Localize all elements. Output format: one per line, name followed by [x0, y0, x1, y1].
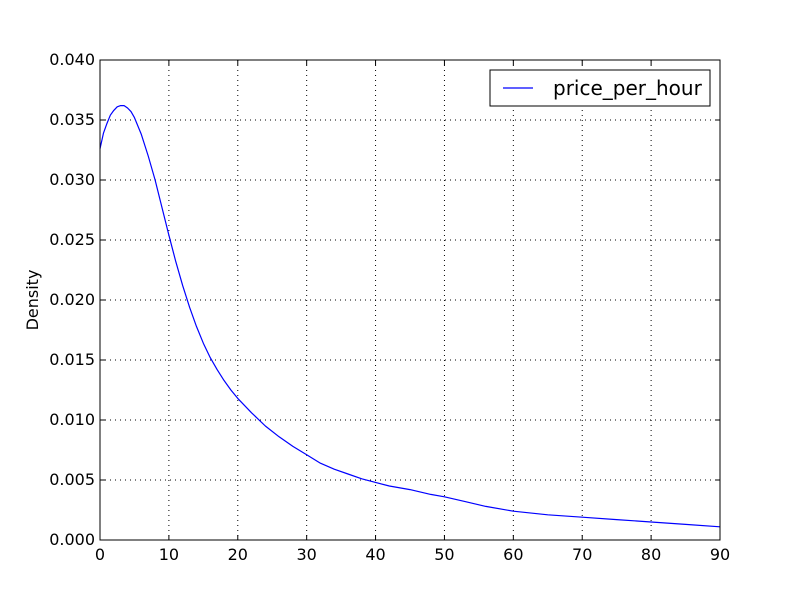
grid [100, 60, 720, 540]
y-tick-label: 0.015 [49, 350, 95, 369]
y-tick-label: 0.000 [49, 530, 95, 549]
legend: price_per_hour [489, 69, 711, 107]
ticks [99, 59, 721, 541]
y-tick-label: 0.010 [49, 410, 95, 429]
x-tick-label: 50 [434, 545, 454, 564]
y-tick-label: 0.040 [49, 50, 95, 69]
x-tick-label: 60 [503, 545, 523, 564]
y-tick-label: 0.005 [49, 470, 95, 489]
y-tick-label: 0.030 [49, 170, 95, 189]
y-tick-label: 0.025 [49, 230, 95, 249]
series-layer [99, 104, 721, 528]
x-tick-label: 80 [641, 545, 661, 564]
x-tick-label: 30 [296, 545, 316, 564]
x-tick-label: 0 [95, 545, 105, 564]
y-tick-label: 0.020 [49, 290, 95, 309]
series-line-price-per-hour [99, 104, 721, 528]
x-axis-tick-labels: 0 10 20 30 40 50 60 70 80 90 [95, 545, 730, 564]
x-tick-label: 10 [159, 545, 179, 564]
x-tick-label: 70 [572, 545, 592, 564]
y-axis-tick-labels: 0.000 0.005 0.010 0.015 0.020 0.025 0.030 0.035… [49, 50, 95, 549]
y-axis-label: Density [23, 270, 42, 331]
x-tick-label: 90 [710, 545, 730, 564]
x-tick-label: 40 [365, 545, 385, 564]
x-tick-label: 20 [228, 545, 248, 564]
y-tick-label: 0.035 [49, 110, 95, 129]
legend-label: price_per_hour [553, 76, 703, 100]
